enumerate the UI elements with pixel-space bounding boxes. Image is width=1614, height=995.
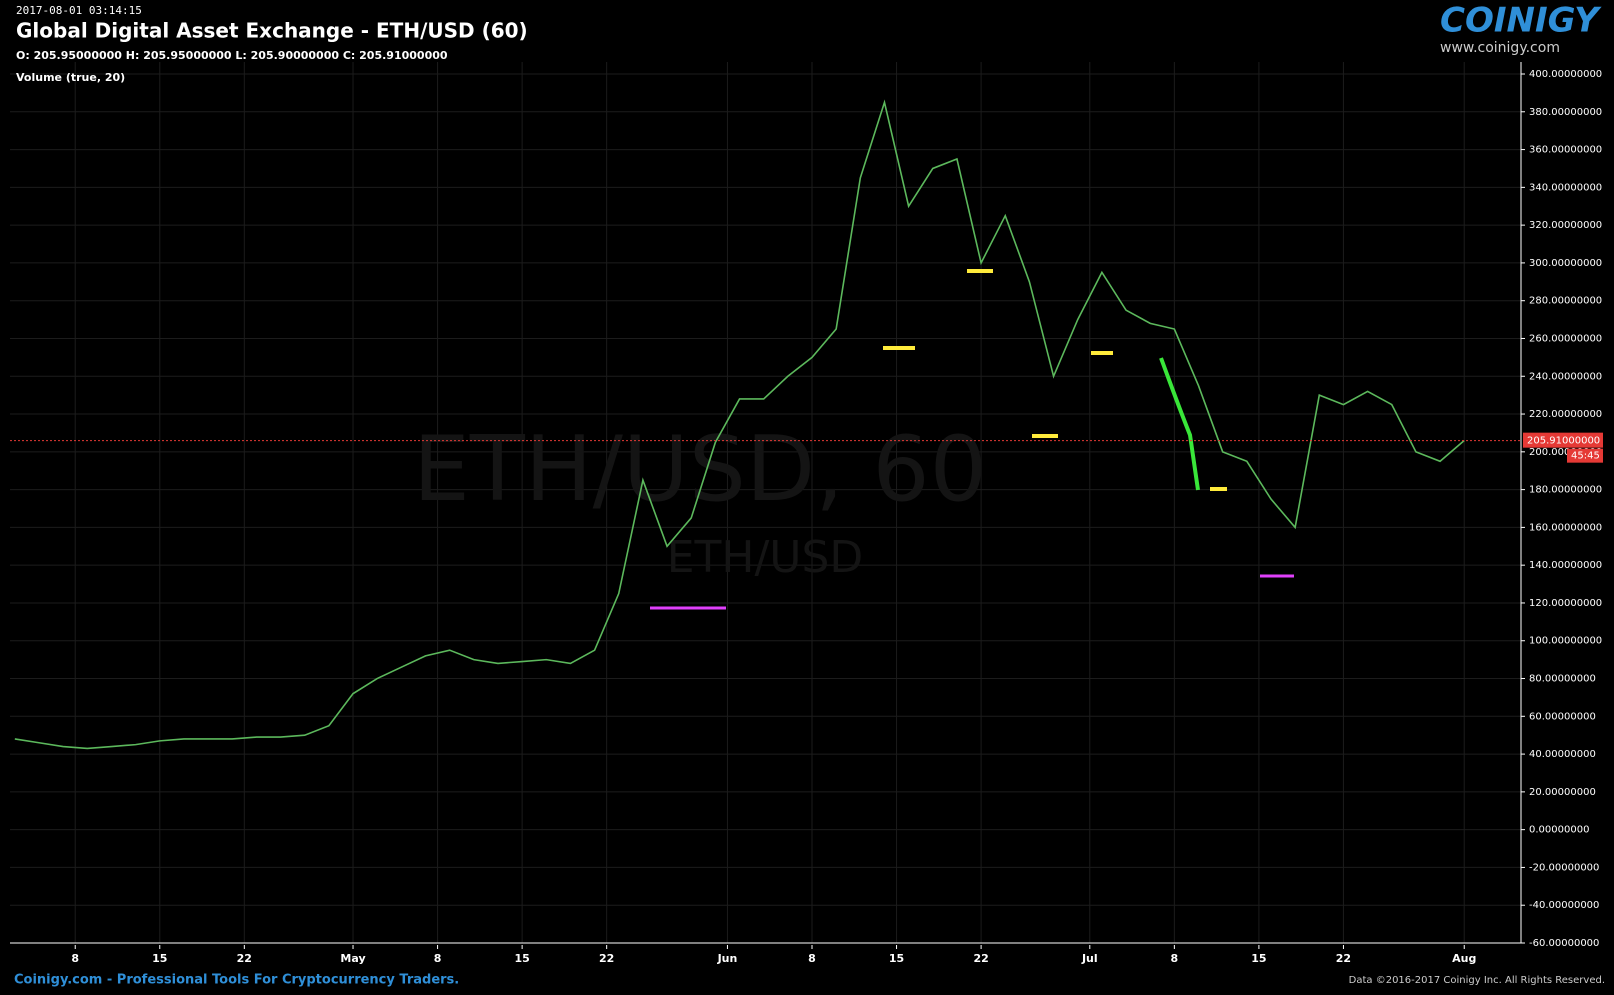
y-tick-label: 320.00000000 bbox=[1529, 220, 1602, 231]
x-tick-label: 15 bbox=[889, 952, 904, 965]
logo-url: www.coinigy.com bbox=[1440, 40, 1560, 56]
y-tick-label: 340.00000000 bbox=[1529, 182, 1602, 193]
x-tick-label: 22 bbox=[973, 952, 988, 965]
x-tick-label: 8 bbox=[434, 952, 442, 965]
x-tick-label: Jul bbox=[1081, 952, 1098, 965]
y-tick-label: 240.00000000 bbox=[1529, 371, 1602, 382]
x-tick-label: 15 bbox=[152, 952, 167, 965]
x-tick-label: 22 bbox=[599, 952, 614, 965]
y-tick-label: 80.00000000 bbox=[1529, 674, 1596, 685]
y-tick-label: 400.00000000 bbox=[1529, 69, 1602, 80]
y-tick-label: 20.00000000 bbox=[1529, 787, 1596, 798]
x-tick-label: Jun bbox=[717, 952, 738, 965]
drawings bbox=[650, 269, 1294, 610]
countdown: 45:45 bbox=[1571, 451, 1600, 462]
watermark-sub: ETH/USD bbox=[667, 532, 864, 583]
x-tick-label: 8 bbox=[71, 952, 79, 965]
y-tick-label: -20.00000000 bbox=[1529, 862, 1599, 873]
y-tick-label: -40.00000000 bbox=[1529, 900, 1599, 911]
grid bbox=[10, 62, 1521, 944]
last-price-box bbox=[1523, 432, 1603, 448]
chart-title: Global Digital Asset Exchange - ETH/USD … bbox=[16, 19, 528, 43]
countdown-box bbox=[1567, 448, 1603, 463]
y-tick-label: 200.00000000 bbox=[1529, 447, 1602, 458]
y-tick-label: 260.00000000 bbox=[1529, 333, 1602, 344]
ohlc: O: 205.95000000 H: 205.95000000 L: 205.9… bbox=[16, 49, 448, 62]
y-tick-label: 360.00000000 bbox=[1529, 145, 1602, 156]
x-tick-label: Aug bbox=[1452, 952, 1476, 965]
timestamp: 2017-08-01 03:14:15 bbox=[16, 4, 142, 17]
y-tick-label: 60.00000000 bbox=[1529, 711, 1596, 722]
x-tick-label: 8 bbox=[808, 952, 816, 965]
y-tick-label: 100.00000000 bbox=[1529, 636, 1602, 647]
y-tick-label: 0.00000000 bbox=[1529, 825, 1589, 836]
y-tick-label: 380.00000000 bbox=[1529, 107, 1602, 118]
x-tick-label: 15 bbox=[514, 952, 529, 965]
indicator-label: Volume (true, 20) bbox=[16, 71, 125, 84]
footer-left: Coinigy.com - Professional Tools For Cry… bbox=[14, 973, 459, 988]
y-tick-label: 160.00000000 bbox=[1529, 522, 1602, 533]
x-tick-label: May bbox=[340, 952, 365, 965]
y-tick-label: 280.00000000 bbox=[1529, 296, 1602, 307]
y-tick-label: 180.00000000 bbox=[1529, 485, 1602, 496]
logo: COINIGY bbox=[1440, 1, 1602, 41]
price-line bbox=[14, 99, 1465, 750]
y-tick-label: 40.00000000 bbox=[1529, 749, 1596, 760]
y-tick-label: 140.00000000 bbox=[1529, 560, 1602, 571]
y-tick-label: 220.00000000 bbox=[1529, 409, 1602, 420]
y-tick-label: 120.00000000 bbox=[1529, 598, 1602, 609]
x-tick-label: 15 bbox=[1251, 952, 1266, 965]
y-tick-label: -60.00000000 bbox=[1529, 938, 1599, 949]
x-tick-label: 22 bbox=[1336, 952, 1351, 965]
x-tick-label: 22 bbox=[237, 952, 252, 965]
watermark: ETH/USD, 60 bbox=[413, 417, 987, 522]
x-tick-label: 8 bbox=[1171, 952, 1179, 965]
last-price-label: 205.91000000 bbox=[1527, 436, 1600, 447]
footer-right: Data ©2016-2017 Coinigy Inc. All Rights … bbox=[1349, 975, 1605, 986]
y-tick-label: 300.00000000 bbox=[1529, 258, 1602, 269]
